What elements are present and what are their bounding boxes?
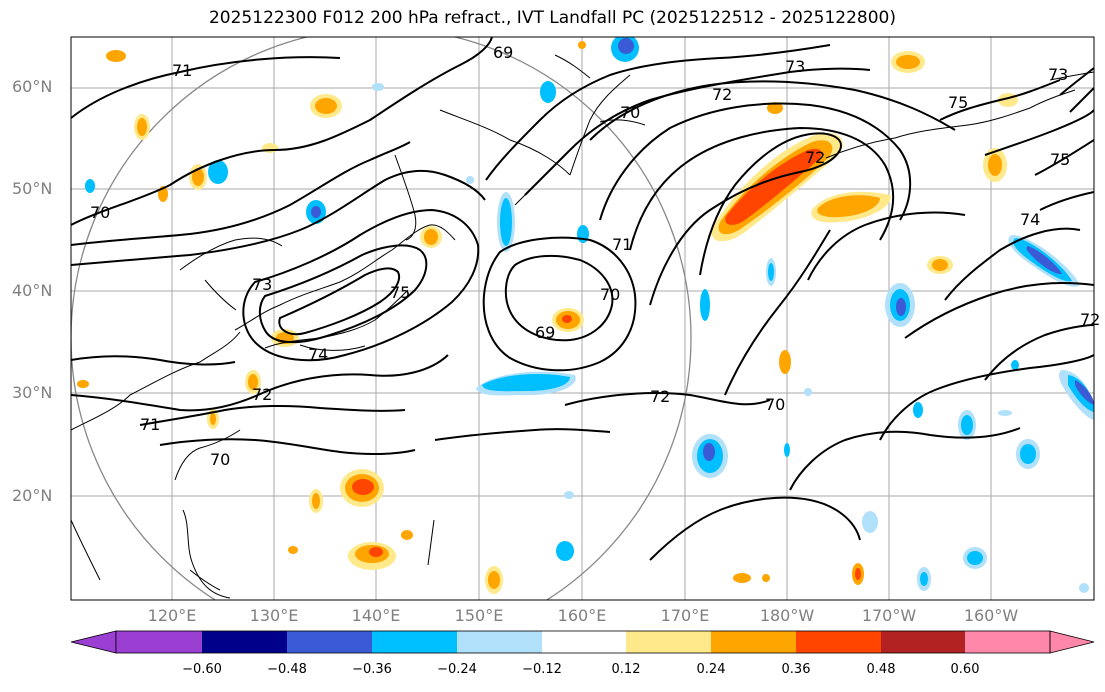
contour-label-70-center: 70: [600, 285, 620, 304]
colorbar-tick: 0.36: [781, 662, 811, 677]
contour-label-74-east: 74: [1020, 210, 1040, 229]
colorbar-tick: −0.60: [182, 662, 222, 677]
contour-label-69-north: 69: [493, 43, 513, 62]
coastlines: [71, 54, 1094, 599]
lon-label-140e: 140°E: [351, 606, 401, 625]
lon-label-170w: 170°W: [861, 606, 917, 625]
colorbar-tick: 0.60: [950, 662, 980, 677]
colorbar-bin: [626, 631, 711, 653]
range-ring: [71, 37, 692, 600]
lon-label-180w: 180°W: [759, 606, 815, 625]
colorbar-bin: [965, 631, 1050, 653]
colorbar-overflow: [1049, 630, 1095, 654]
contour-label-74-japan: 74: [308, 345, 328, 364]
lon-label-150e: 150°E: [454, 606, 504, 625]
lat-label-60n: 60°N: [12, 77, 53, 96]
positive-shading: [77, 41, 1018, 594]
contour-label-72-far-east: 72: [1080, 310, 1100, 329]
contour-label-70-north: 70: [620, 103, 640, 122]
colorbar-bin: [881, 631, 965, 653]
colorbar-tick: 0.48: [866, 662, 896, 677]
contour-label-71-south: 71: [140, 415, 160, 434]
lon-label-130e: 130°E: [249, 606, 299, 625]
lon-label-120e: 120°E: [147, 606, 197, 625]
contour-label-72-center: 72: [805, 148, 825, 167]
contour-label-69-center: 69: [535, 323, 555, 342]
contour-label-73-east: 73: [1048, 65, 1068, 84]
lon-label-160w: 160°W: [963, 606, 1019, 625]
lat-label-20n: 20°N: [12, 486, 53, 505]
lat-label-50n: 50°N: [12, 179, 53, 198]
colorbar-tick: −0.36: [352, 662, 392, 677]
colorbar-bin: [202, 631, 287, 653]
colorbar-bin: [116, 631, 202, 653]
figure-title: 2025122300 F012 200 hPa refract., IVT La…: [208, 8, 896, 28]
lon-label-160e: 160°E: [557, 606, 607, 625]
colorbar-underflow: [70, 630, 117, 654]
colorbar-bin: [457, 631, 542, 653]
contour-label-71-west: 71: [172, 61, 192, 80]
contour-label-73-north: 73: [785, 57, 805, 76]
contour-label-75-japan: 75: [390, 283, 410, 302]
contour-label-72-center-south: 72: [650, 387, 670, 406]
negative-shading: [85, 37, 1094, 593]
colorbar-bin: [796, 631, 881, 653]
contour-label-73-japan: 73: [252, 275, 272, 294]
colorbar-tick: 0.24: [696, 662, 726, 677]
lat-label-30n: 30°N: [12, 383, 53, 402]
lon-label-170e: 170°E: [660, 606, 710, 625]
colorbar-tick: −0.24: [437, 662, 477, 677]
colorbar-tick: −0.48: [267, 662, 307, 677]
colorbar-bin: [542, 631, 626, 653]
lat-label-40n: 40°N: [12, 281, 53, 300]
contour-label-70-south: 70: [210, 450, 230, 469]
contour-label-75-east: 75: [948, 93, 968, 112]
colorbar-tick: 0.12: [611, 662, 641, 677]
contour-label-75-far-east: 75: [1050, 150, 1070, 169]
colorbar-bin: [372, 631, 457, 653]
contour-label-70-east: 70: [765, 395, 785, 414]
contour-labels: 69 71 70 72 73 73 75 75 74 72 70 73 75 7…: [90, 43, 1100, 469]
colorbar: [70, 630, 1095, 654]
contour-label-70-west: 70: [90, 203, 110, 222]
colorbar-bin: [287, 631, 372, 653]
contour-label-72-south: 72: [252, 385, 272, 404]
contour-label-71-center: 71: [612, 235, 632, 254]
contour-label-72-north: 72: [712, 85, 732, 104]
colorbar-tick: −0.12: [522, 662, 562, 677]
colorbar-bin: [711, 631, 796, 653]
refractivity-contours: [71, 37, 1094, 561]
